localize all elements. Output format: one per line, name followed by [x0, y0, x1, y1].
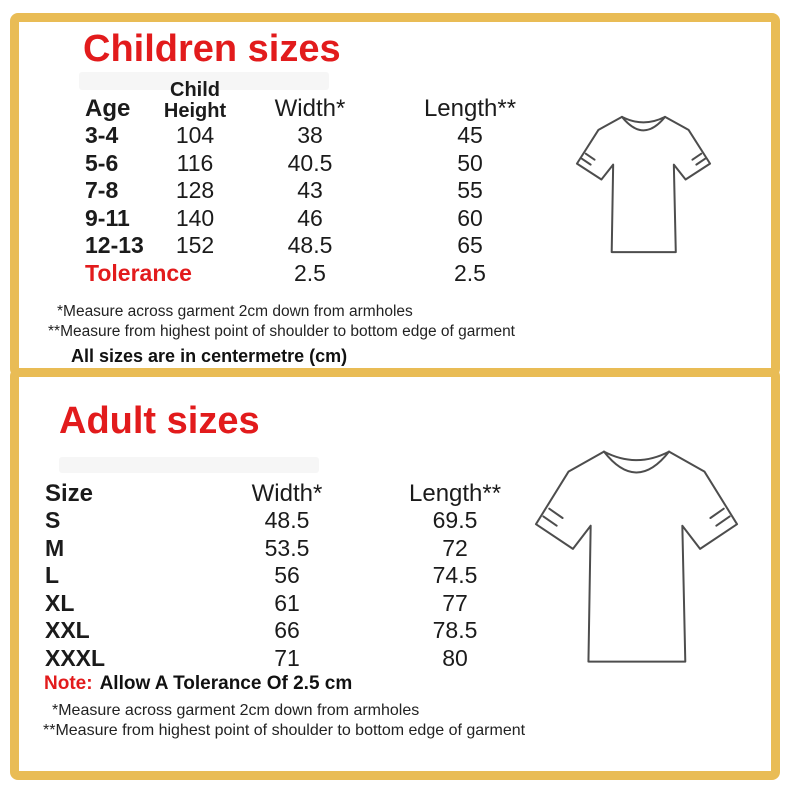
width-cell: 56	[274, 562, 300, 588]
table-row: S 48.5 69.5	[45, 507, 501, 535]
footnote-length: **Measure from highest point of shoulder…	[48, 322, 515, 340]
children-header-age: Age	[85, 95, 131, 122]
table-row: 12-13 152 48.5 65	[85, 232, 555, 260]
table-row: 7-8 128 43 55	[85, 177, 555, 205]
tolerance-note: Note: Allow A Tolerance Of 2.5 cm	[44, 673, 352, 695]
length-cell: 60	[457, 204, 483, 231]
table-row: XL 61 77	[45, 590, 501, 618]
children-sizes-title: Children sizes	[83, 28, 341, 70]
units-note: All sizes are in centermetre (cm)	[71, 346, 348, 366]
tolerance-label: Tolerance	[85, 259, 192, 286]
size-cell: XXL	[45, 617, 90, 643]
length-cell: 72	[442, 534, 468, 561]
adult-header-size: Size	[45, 480, 94, 507]
tolerance-length-cell: 2.5	[454, 259, 486, 286]
width-cell: 40.5	[287, 149, 333, 176]
height-cell: 104	[175, 122, 215, 148]
adult-header-width: Width*	[251, 480, 323, 507]
table-row: XXXL 71 80	[45, 645, 501, 673]
tshirt-outline-icon	[575, 103, 712, 262]
table-row: XXL 66 78.5	[45, 617, 501, 645]
children-header-child-height: Child Height	[163, 79, 227, 122]
height-cell: 128	[175, 177, 215, 203]
length-cell: 77	[442, 589, 468, 616]
table-row: 9-11 140 46 60	[85, 205, 555, 233]
adult-table-header-row: Size Width* Length**	[45, 477, 501, 507]
empty-cell	[155, 260, 235, 288]
age-cell: 9-11	[85, 204, 130, 231]
width-cell: 46	[297, 204, 323, 231]
width-cell: 53.5	[264, 534, 310, 561]
size-cell: XL	[45, 589, 75, 616]
adult-sizes-panel: Adult sizes Size Width* Length** S 48.5 …	[10, 368, 780, 780]
tshirt-outline-icon	[533, 430, 740, 677]
length-cell: 80	[442, 644, 468, 671]
children-header-length: Length**	[423, 95, 517, 122]
children-footnotes: *Measure across garment 2cm down from ar…	[48, 302, 515, 367]
adult-size-table: Size Width* Length** S 48.5 69.5 M 53.5 …	[45, 477, 501, 672]
width-cell: 71	[274, 644, 300, 671]
length-cell: 74.5	[432, 562, 478, 588]
scan-smudge	[59, 457, 319, 473]
age-cell: 3-4	[85, 122, 119, 148]
height-cell: 116	[176, 149, 214, 176]
table-row: 3-4 104 38 45	[85, 122, 555, 150]
tolerance-row: Tolerance 2.5 2.5	[85, 260, 555, 288]
adult-footnotes: *Measure across garment 2cm down from ar…	[43, 701, 525, 741]
footnote-length: **Measure from highest point of shoulder…	[43, 722, 526, 739]
width-cell: 38	[297, 122, 323, 148]
length-cell: 78.5	[432, 617, 478, 643]
size-cell: L	[45, 562, 60, 588]
length-cell: 45	[457, 122, 483, 148]
length-cell: 69.5	[432, 507, 478, 533]
adult-sizes-title: Adult sizes	[59, 400, 260, 442]
length-cell: 55	[457, 177, 483, 203]
width-cell: 61	[274, 589, 300, 616]
size-cell: XXXL	[45, 644, 106, 671]
age-cell: 12-13	[85, 232, 144, 258]
size-cell: M	[45, 534, 65, 561]
note-text: Allow A Tolerance Of 2.5 cm	[99, 673, 353, 694]
width-cell: 48.5	[264, 507, 310, 533]
note-label: Note:	[44, 673, 93, 694]
footnote-width: *Measure across garment 2cm down from ar…	[57, 303, 413, 320]
width-cell: 66	[274, 617, 300, 643]
age-cell: 5-6	[85, 149, 119, 176]
tolerance-width-cell: 2.5	[294, 259, 326, 286]
children-size-table: Age Child Height Width* Length** 3-4 104…	[85, 80, 555, 287]
height-cell: 140	[175, 204, 215, 231]
length-cell: 50	[457, 149, 483, 176]
adult-header-length: Length**	[409, 480, 502, 507]
table-row: L 56 74.5	[45, 562, 501, 590]
age-cell: 7-8	[85, 177, 119, 203]
children-sizes-panel: Children sizes Age Child Height Width* L…	[10, 13, 780, 377]
width-cell: 43	[297, 177, 323, 203]
length-cell: 65	[457, 232, 483, 258]
size-cell: S	[45, 507, 61, 533]
table-row: 5-6 116 40.5 50	[85, 150, 555, 178]
children-table-header-row: Age Child Height Width* Length**	[85, 80, 555, 122]
table-row: M 53.5 72	[45, 535, 501, 563]
footnote-width: *Measure across garment 2cm down from ar…	[52, 702, 420, 719]
height-cell: 152	[175, 232, 215, 258]
children-header-width: Width*	[274, 95, 346, 122]
width-cell: 48.5	[287, 232, 333, 258]
